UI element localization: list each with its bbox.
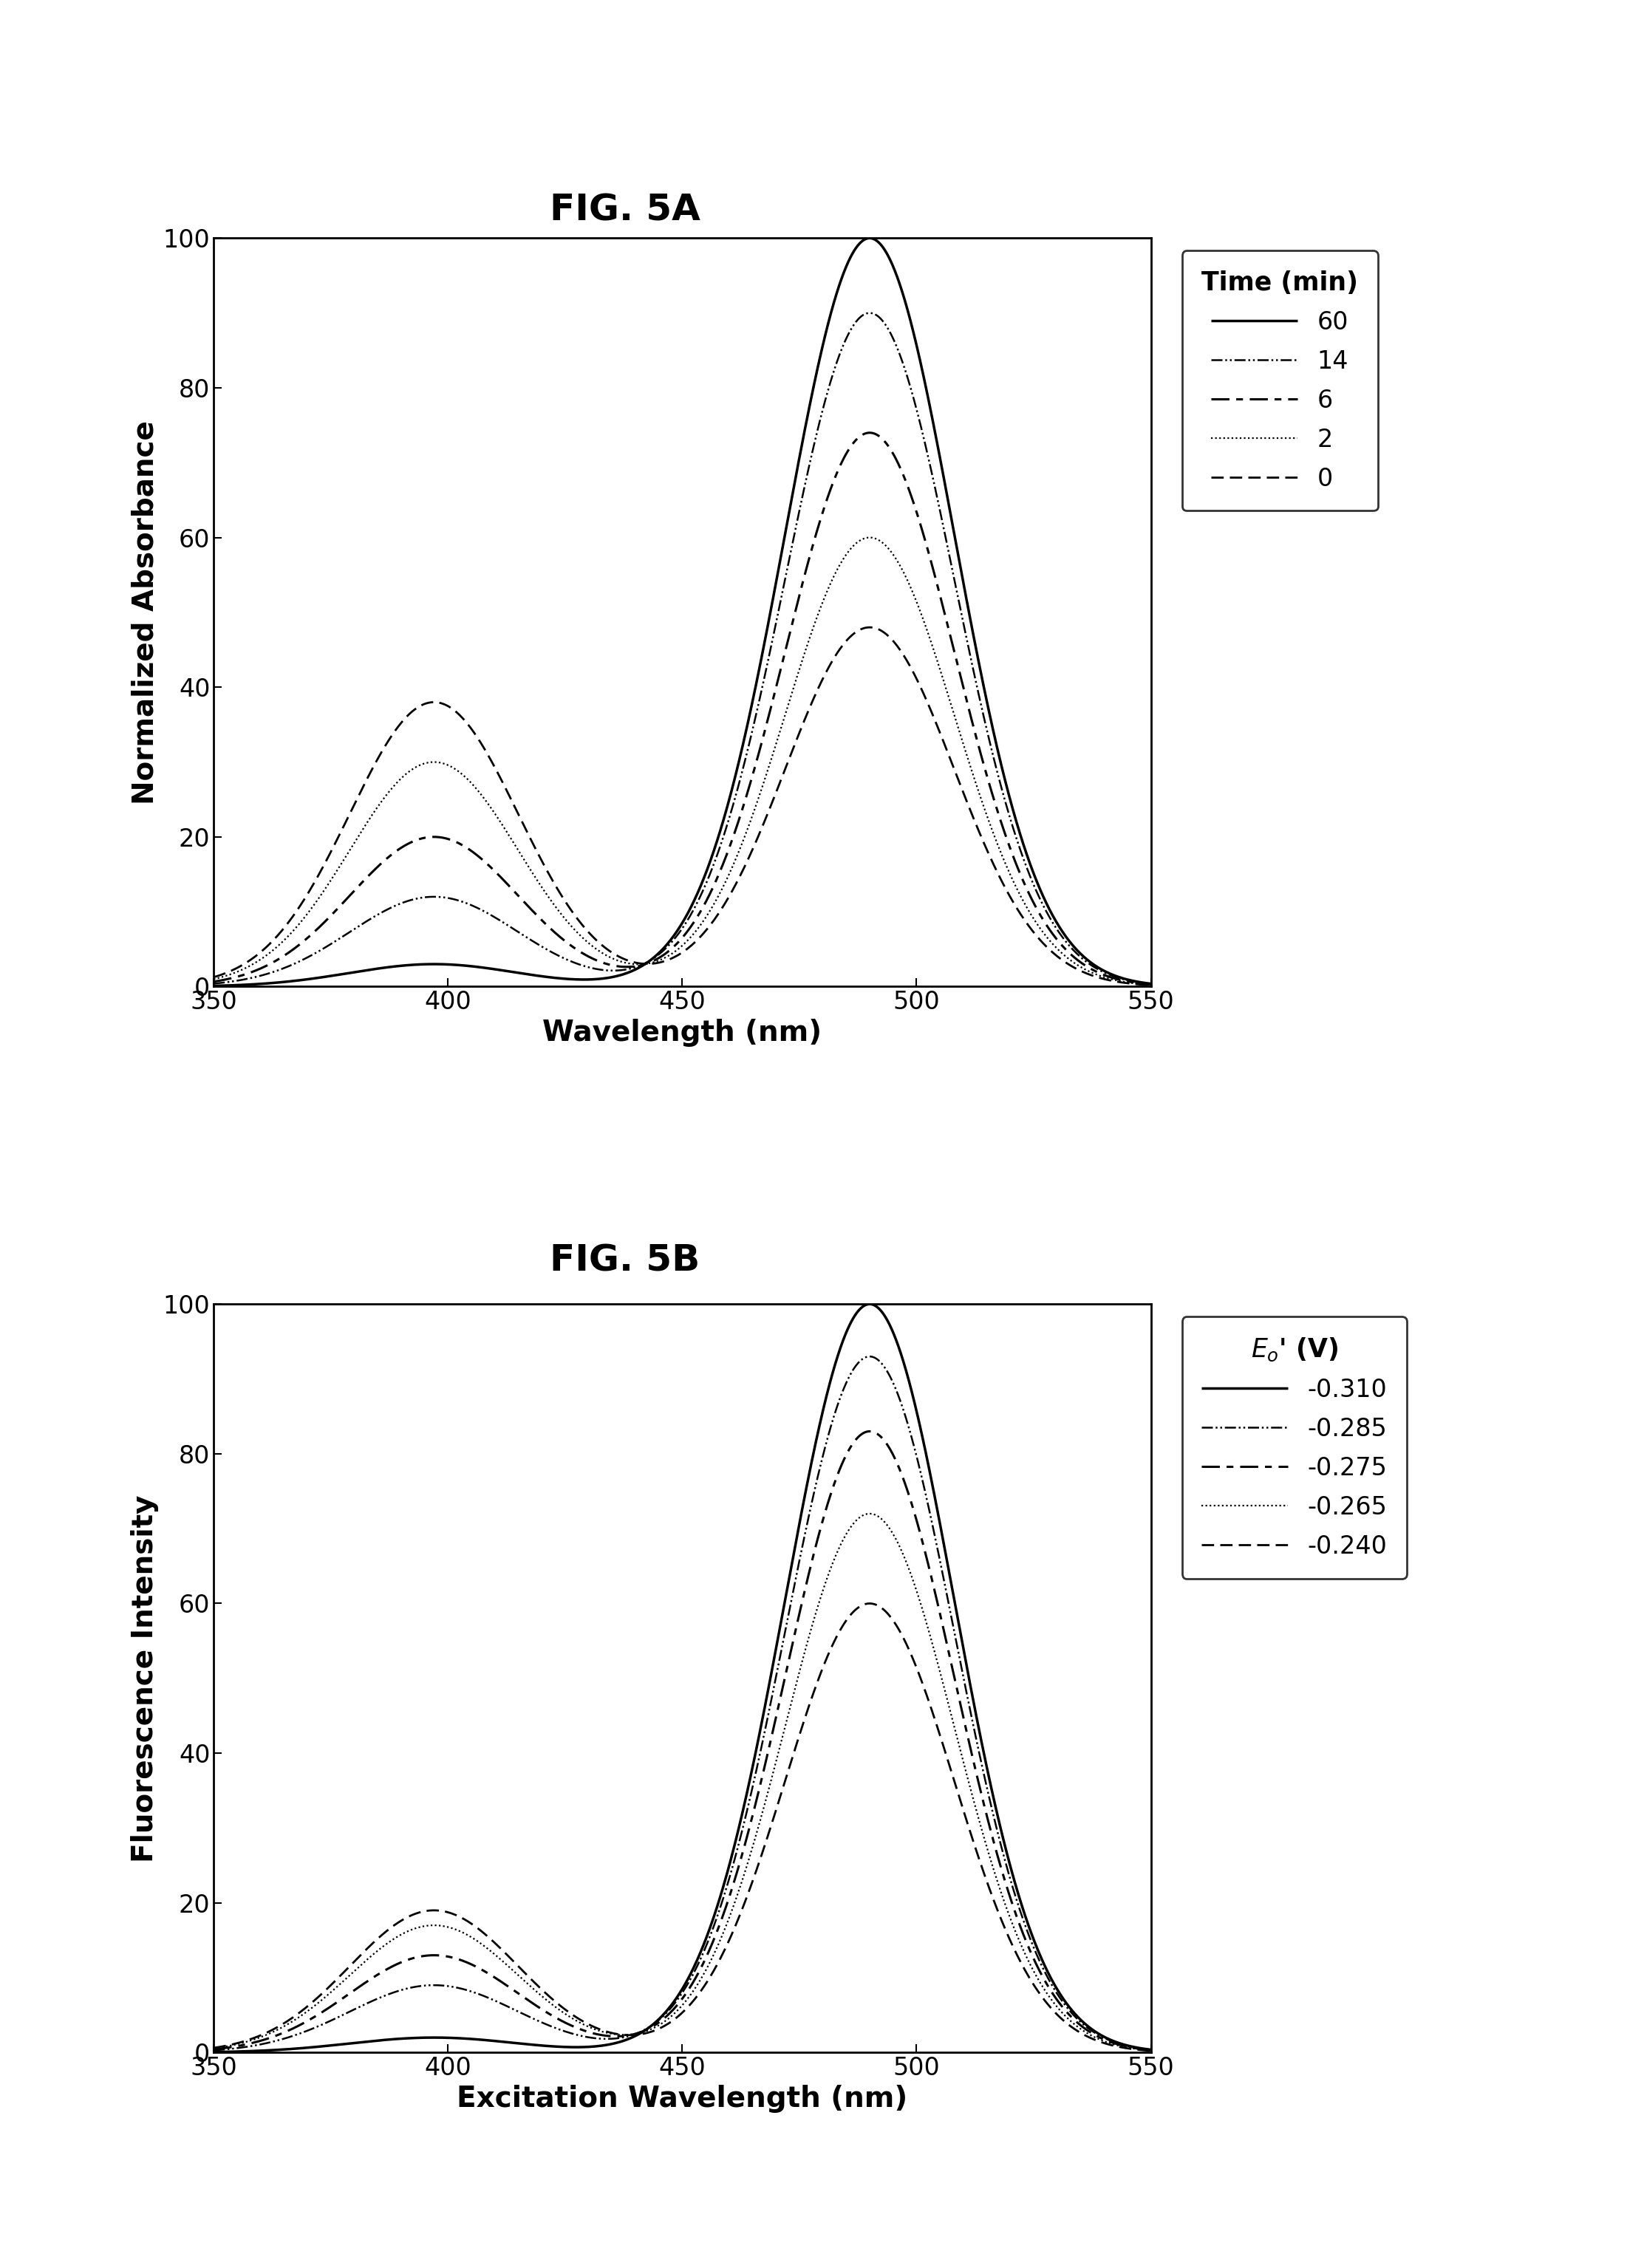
Y-axis label: Fluorescence Intensity: Fluorescence Intensity: [132, 1495, 159, 1862]
Text: FIG. 5A: FIG. 5A: [549, 193, 700, 229]
Legend: -0.310, -0.285, -0.275, -0.265, -0.240: -0.310, -0.285, -0.275, -0.265, -0.240: [1182, 1315, 1407, 1579]
Y-axis label: Normalized Absorbance: Normalized Absorbance: [132, 420, 159, 805]
X-axis label: Wavelength (nm): Wavelength (nm): [543, 1018, 822, 1048]
Legend: 60, 14, 6, 2, 0: 60, 14, 6, 2, 0: [1182, 249, 1378, 510]
Text: FIG. 5B: FIG. 5B: [549, 1243, 700, 1279]
X-axis label: Excitation Wavelength (nm): Excitation Wavelength (nm): [457, 2084, 907, 2114]
